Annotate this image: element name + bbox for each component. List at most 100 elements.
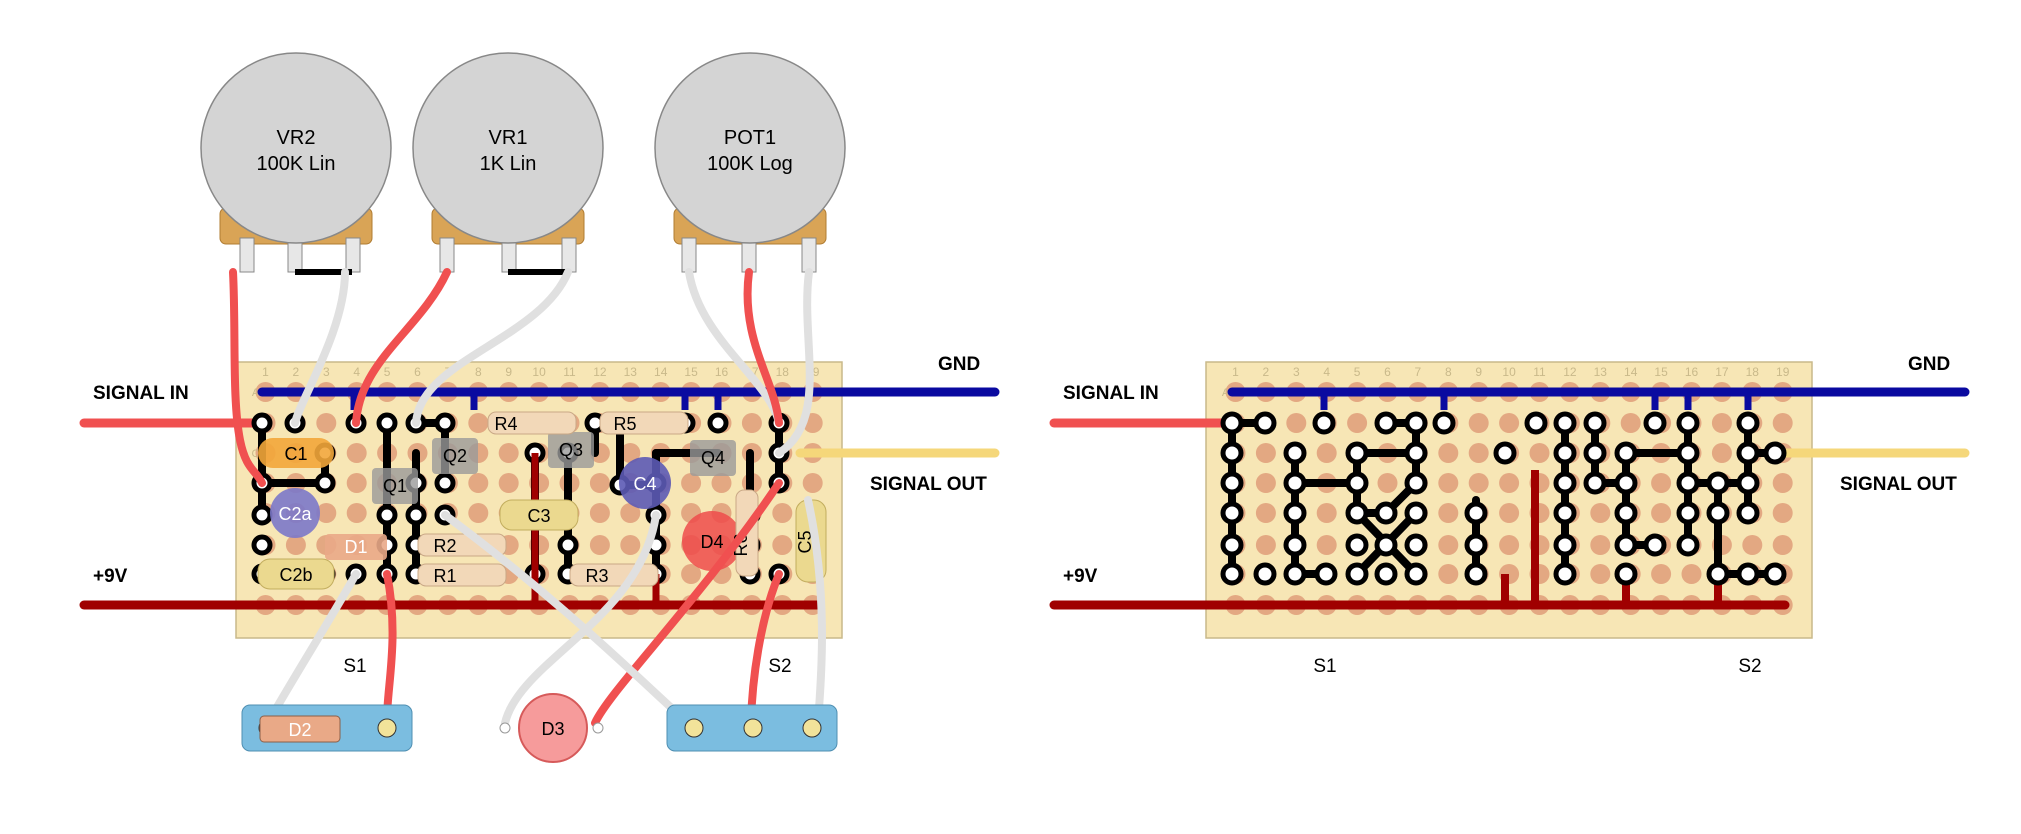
solder-joint <box>1763 441 1787 465</box>
right-column-number: 13 <box>1594 365 1608 379</box>
resistor-r5: R5 <box>599 411 689 435</box>
right-row-letter: A <box>1222 387 1230 399</box>
solder-joint <box>1283 562 1307 586</box>
right-column-number: 2 <box>1263 365 1270 379</box>
svg-text:D2: D2 <box>288 720 311 740</box>
right-pad <box>1255 535 1276 555</box>
solder-joint <box>1614 501 1638 525</box>
diode-d1: D1 <box>325 534 387 560</box>
right-column-number: 3 <box>1293 365 1300 379</box>
pot-vr2: VR2 100K Lin <box>200 52 392 273</box>
right-column-number: 12 <box>1563 365 1577 379</box>
column-number: 18 <box>776 365 790 379</box>
right-pad <box>1438 564 1459 584</box>
solder-joint <box>1283 533 1307 557</box>
s2-label-right: S2 <box>1738 656 1761 677</box>
solder-joint <box>251 534 273 556</box>
transistor-q1: Q1 <box>372 468 418 504</box>
right-column-number: 16 <box>1685 365 1699 379</box>
solder-joint <box>1345 471 1369 495</box>
resistor-r1: R1 <box>417 563 507 587</box>
right-pad <box>1316 443 1337 463</box>
right-pad <box>1529 443 1550 463</box>
right-column-number: 17 <box>1715 365 1729 379</box>
column-number: 11 <box>563 365 576 379</box>
solder-joint <box>1220 533 1244 557</box>
right-pad <box>1620 413 1641 433</box>
right-pad <box>1468 413 1489 433</box>
pad <box>346 503 367 523</box>
solder-joint <box>1432 411 1456 435</box>
pot-vr2-value: 100K Lin <box>257 153 336 175</box>
svg-text:C3: C3 <box>527 506 550 526</box>
solder-joint <box>1763 562 1787 586</box>
right-pad <box>1316 535 1337 555</box>
pot-vr1-name: VR1 <box>489 127 528 149</box>
pot-vr1-body <box>412 52 604 244</box>
switch-s2 <box>666 704 838 752</box>
solder-joint <box>1643 533 1667 557</box>
solder-joint <box>1253 562 1277 586</box>
solder-joint <box>1583 441 1607 465</box>
solder-joint <box>1374 501 1398 525</box>
pad <box>802 473 823 493</box>
switch-s1: D2 <box>241 704 413 752</box>
pot-pot1-value: 100K Log <box>707 153 793 175</box>
solder-joint <box>1220 411 1244 435</box>
solder-joint <box>1374 533 1398 557</box>
solder-joint <box>1736 501 1760 525</box>
solder-joint <box>405 504 427 526</box>
pad <box>285 535 306 555</box>
right-pad <box>1377 473 1398 493</box>
resistor-r2: R2 <box>417 533 507 557</box>
right-column-number: 11 <box>1533 365 1546 379</box>
pot-wires <box>229 268 814 487</box>
solder-joint <box>1706 471 1730 495</box>
plus-9v-label-right: +9V <box>1063 566 1098 587</box>
right-column-number: 10 <box>1502 365 1516 379</box>
column-number: 3 <box>323 365 330 379</box>
solder-joint <box>1220 441 1244 465</box>
solder-joint <box>1220 471 1244 495</box>
pad <box>589 503 610 523</box>
column-number: 2 <box>293 365 300 379</box>
right-pad <box>1438 473 1459 493</box>
solder-joint <box>1736 441 1760 465</box>
pad <box>589 473 610 493</box>
right-column-number: 8 <box>1445 365 1452 379</box>
solder-joint <box>1220 501 1244 525</box>
right-pad <box>1255 473 1276 493</box>
right-column-number: 19 <box>1776 365 1790 379</box>
transistor-q2: Q2 <box>432 438 478 474</box>
right-pad <box>1590 564 1611 584</box>
s1-label-right: S1 <box>1313 656 1336 677</box>
capacitor-c2a: C2a <box>270 488 320 538</box>
solder-joint <box>1404 441 1428 465</box>
pot-pot1: POT1 100K Log <box>654 52 846 273</box>
svg-text:R5: R5 <box>613 414 636 434</box>
column-number: 8 <box>475 365 482 379</box>
signal-in-label-left: SIGNAL IN <box>93 383 189 404</box>
right-pad <box>1742 535 1763 555</box>
resistor-r3: R3 <box>569 563 659 587</box>
pad <box>346 443 367 463</box>
right-pad <box>1651 503 1672 523</box>
solder-joint <box>1583 471 1607 495</box>
right-pad <box>1499 535 1520 555</box>
solder-joint <box>1314 562 1338 586</box>
pad <box>468 473 489 493</box>
right-pad <box>1255 503 1276 523</box>
solder-joint <box>1404 471 1428 495</box>
solder-joint <box>1676 471 1700 495</box>
row-letter: A <box>252 387 260 399</box>
solder-joint <box>1404 562 1428 586</box>
column-number: 6 <box>414 365 421 379</box>
right-pad <box>1499 413 1520 433</box>
solder-joint <box>1553 562 1577 586</box>
solder-joint <box>707 412 729 434</box>
solder-joint <box>1614 441 1638 465</box>
right-pad <box>1438 443 1459 463</box>
solder-joint <box>1676 441 1700 465</box>
